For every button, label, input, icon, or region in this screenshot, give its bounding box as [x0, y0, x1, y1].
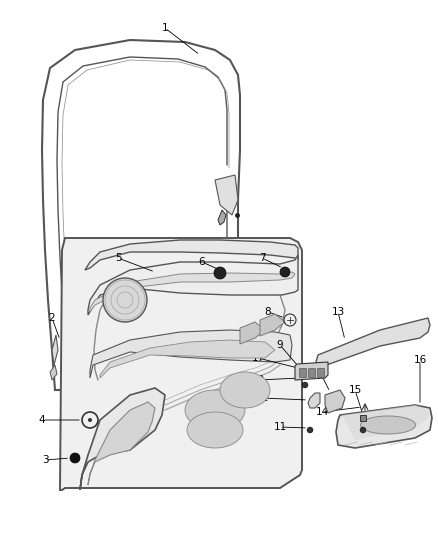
Text: 17: 17 [251, 353, 265, 363]
Circle shape [307, 427, 313, 433]
Text: 2: 2 [49, 313, 55, 323]
Polygon shape [260, 314, 285, 336]
Polygon shape [60, 238, 302, 490]
Text: 13: 13 [332, 307, 345, 317]
Text: 7: 7 [259, 253, 265, 263]
Ellipse shape [360, 416, 416, 434]
Polygon shape [80, 388, 165, 490]
Ellipse shape [185, 390, 245, 430]
Circle shape [70, 453, 80, 463]
Text: 14: 14 [315, 407, 328, 417]
Circle shape [302, 382, 308, 388]
Text: 1: 1 [162, 23, 168, 33]
FancyBboxPatch shape [360, 415, 366, 421]
Text: 3: 3 [42, 455, 48, 465]
Text: 9: 9 [277, 340, 283, 350]
Text: 15: 15 [348, 385, 362, 395]
Circle shape [214, 267, 226, 279]
Text: 11: 11 [273, 422, 286, 432]
Text: 5: 5 [115, 253, 121, 263]
Text: 16: 16 [413, 355, 427, 365]
Polygon shape [85, 240, 298, 270]
Text: 11: 11 [255, 393, 268, 403]
Text: 4: 4 [39, 415, 45, 425]
Polygon shape [218, 210, 226, 225]
Polygon shape [215, 175, 238, 215]
Polygon shape [50, 365, 57, 380]
Polygon shape [52, 335, 58, 365]
FancyBboxPatch shape [300, 368, 307, 377]
Polygon shape [90, 272, 295, 312]
Polygon shape [308, 393, 320, 408]
Polygon shape [342, 405, 430, 440]
Polygon shape [88, 402, 155, 485]
Polygon shape [336, 405, 432, 448]
Polygon shape [295, 362, 328, 380]
Circle shape [360, 427, 366, 433]
Circle shape [103, 278, 147, 322]
Polygon shape [100, 340, 275, 378]
Circle shape [88, 418, 92, 422]
Text: 6: 6 [199, 257, 205, 267]
FancyBboxPatch shape [308, 368, 315, 377]
Text: 8: 8 [265, 307, 271, 317]
Polygon shape [240, 322, 265, 344]
Polygon shape [90, 330, 292, 378]
Ellipse shape [220, 372, 270, 408]
Polygon shape [325, 390, 345, 413]
Ellipse shape [187, 412, 243, 448]
Text: 10: 10 [251, 375, 265, 385]
Circle shape [280, 267, 290, 277]
Polygon shape [88, 255, 298, 315]
FancyBboxPatch shape [318, 368, 325, 377]
Text: 12: 12 [313, 367, 327, 377]
Polygon shape [316, 318, 430, 368]
